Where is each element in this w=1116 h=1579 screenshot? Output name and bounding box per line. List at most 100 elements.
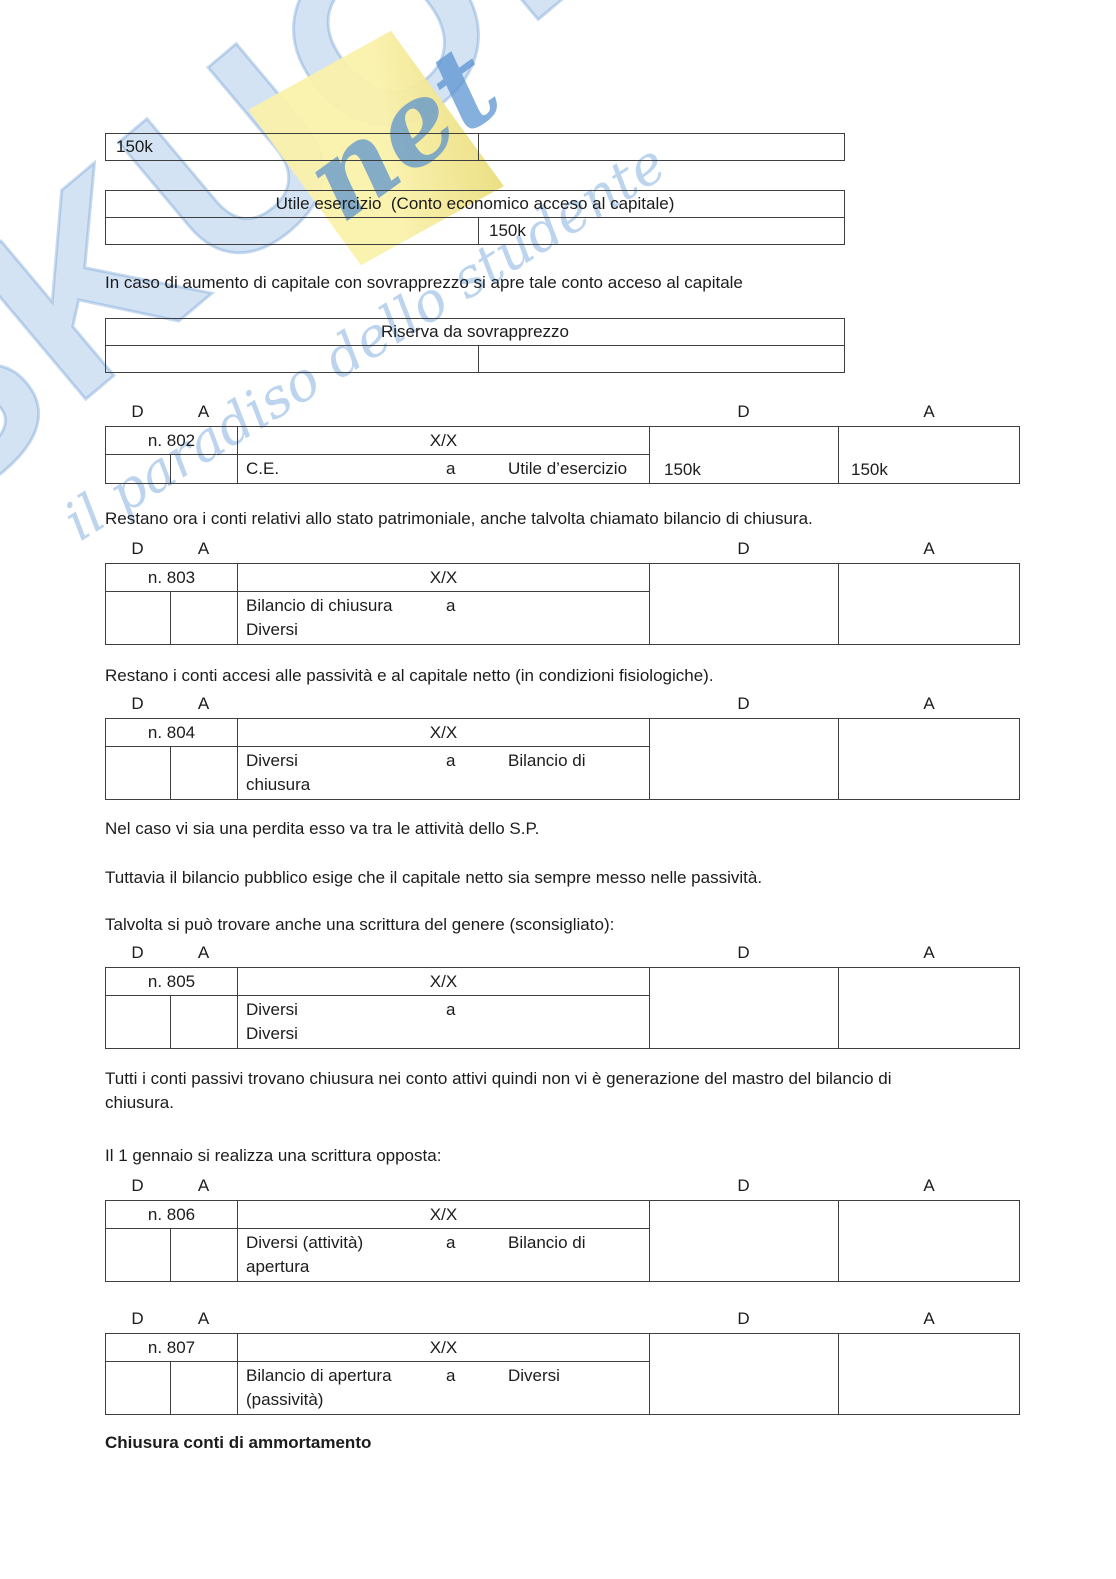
credit-column-cell	[171, 1362, 238, 1414]
debit-column-cell	[106, 592, 171, 644]
per-label: a	[446, 751, 456, 770]
debit-column-cell	[106, 747, 171, 799]
amount-credit-cell	[839, 564, 1019, 644]
entry-number: n. 805	[106, 968, 238, 995]
t-account-title: Utile esercizio (Conto economico acceso …	[106, 191, 844, 218]
description-line2: (passività)	[246, 1390, 324, 1409]
credit-label: A	[197, 539, 210, 558]
debit-label: D	[737, 539, 750, 558]
t-account-row	[106, 346, 844, 372]
entry-date: X/X	[429, 568, 458, 587]
debit-label: D	[131, 1176, 144, 1195]
debit-label: D	[131, 1309, 144, 1328]
credit-label: A	[197, 402, 210, 421]
debit-credit-labels: D A D A	[105, 1176, 1020, 1200]
amount-credit-cell	[839, 1334, 1019, 1414]
amount-debit-cell	[650, 968, 839, 1048]
per-label: a	[446, 1000, 456, 1019]
amount-credit-cell	[839, 968, 1019, 1048]
debit-column-cell	[106, 1229, 171, 1281]
amount-debit-cell	[650, 1201, 839, 1281]
t-account-title: Riserva da sovrapprezzo	[106, 319, 844, 346]
amount-debit-cell	[650, 564, 839, 644]
paragraph-restano-ora: Restano ora i conti relativi allo stato …	[105, 509, 813, 528]
t-account-row: 150k	[106, 218, 844, 244]
debit-label: D	[131, 402, 144, 421]
journal-entry-805: D A D A n. 805 X/X Diversi a	[105, 943, 1020, 1049]
credit-account: Diversi	[508, 1366, 560, 1385]
credit-label: A	[923, 1176, 935, 1195]
debit-cell: 150k	[106, 134, 479, 160]
amount-credit-cell	[839, 719, 1019, 799]
entry-description: Diversi a Bilancio di chiusura	[238, 747, 649, 799]
credit-cell: 150k	[489, 221, 526, 240]
debit-label: D	[131, 694, 144, 713]
debit-credit-labels: D A D A	[105, 402, 1020, 426]
description-line2: apertura	[246, 1257, 310, 1276]
paragraph-tutti-conti: Tutti i conti passivi trovano chiusura n…	[105, 1069, 892, 1112]
debit-label: D	[737, 1309, 750, 1328]
credit-account: Utile d’esercizio	[508, 459, 628, 478]
debit-account: Diversi	[246, 1000, 298, 1019]
credit-label: A	[923, 943, 935, 962]
credit-column-cell	[171, 996, 238, 1048]
credit-column-cell	[171, 455, 238, 483]
paragraph-perdita: Nel caso vi sia una perdita esso va tra …	[105, 819, 540, 838]
credit-account: Bilancio di	[508, 751, 586, 770]
paragraph-tuttavia: Tuttavia il bilancio pubblico esige che …	[105, 868, 763, 887]
per-label: a	[446, 1366, 456, 1385]
entry-date: X/X	[429, 723, 458, 742]
debit-credit-labels: D A D A	[105, 539, 1020, 563]
t-account-continuation: 150k	[105, 133, 845, 161]
debit-column-cell	[106, 1362, 171, 1414]
t-account-riserva-sovrapprezzo: Riserva da sovrapprezzo	[105, 318, 845, 373]
journal-entry-806: D A D A n. 806 X/X Diversi (attivi	[105, 1176, 1020, 1282]
debit-label: D	[131, 539, 144, 558]
description-line2: Diversi	[246, 1024, 298, 1043]
credit-label: A	[197, 1309, 210, 1328]
entry-date: X/X	[429, 972, 458, 991]
entry-number: n. 807	[106, 1334, 238, 1361]
journal-table: n. 806 X/X Diversi (attività) a Bilancio d…	[105, 1200, 1020, 1282]
debit-account: Diversi (attività)	[246, 1233, 364, 1252]
description-line2: chiusura	[246, 775, 311, 794]
per-label: a	[446, 596, 456, 615]
entry-description: C.E. a Utile d’esercizio	[238, 455, 649, 483]
amount-debit-cell	[650, 719, 839, 799]
credit-column-cell	[171, 747, 238, 799]
entry-description: Bilancio di chiusura a Diversi	[238, 592, 649, 644]
debit-cell	[106, 218, 479, 244]
credit-label: A	[197, 1176, 210, 1195]
amount-debit-cell: 150k	[650, 427, 839, 483]
paragraph-talvolta: Talvolta si può trovare anche una scritt…	[105, 915, 615, 934]
credit-label: A	[923, 402, 935, 421]
entry-number: n. 804	[106, 719, 238, 746]
entry-description: Diversi (attività) a Bilancio di apertura	[238, 1229, 649, 1281]
per-label: a	[446, 1233, 456, 1252]
paragraph-gennaio: Il 1 gennaio si realizza una scrittura o…	[105, 1146, 442, 1165]
amount-credit-cell	[839, 1201, 1019, 1281]
debit-account: Bilancio di apertura	[246, 1366, 392, 1385]
journal-entry-807: D A D A n. 807 X/X Bilancio di ape	[105, 1309, 1020, 1415]
credit-label: A	[197, 943, 210, 962]
amount-debit-cell	[650, 1334, 839, 1414]
debit-account: Diversi	[246, 751, 298, 770]
journal-table: n. 802 X/X C.E. a Utile d’esercizio 150k	[105, 426, 1020, 484]
journal-table: n. 805 X/X Diversi a Diversi	[105, 967, 1020, 1049]
debit-credit-labels: D A D A	[105, 943, 1020, 967]
amount-credit-cell: 150k	[851, 460, 888, 479]
entry-description: Diversi a Diversi	[238, 996, 649, 1048]
per-label: a	[446, 459, 456, 478]
paragraph-aumento-capitale: In caso di aumento di capitale con sovra…	[105, 273, 743, 292]
credit-label: A	[923, 694, 935, 713]
debit-account: Bilancio di chiusura	[246, 596, 393, 615]
paragraph-restano-conti: Restano i conti accesi alle passività e …	[105, 666, 714, 685]
debit-label: D	[737, 694, 750, 713]
debit-credit-labels: D A D A	[105, 1309, 1020, 1333]
section-heading-ammortamento: Chiusura conti di ammortamento	[105, 1433, 372, 1452]
debit-label: D	[737, 1176, 750, 1195]
credit-cell	[479, 346, 844, 372]
debit-column-cell	[106, 455, 171, 483]
